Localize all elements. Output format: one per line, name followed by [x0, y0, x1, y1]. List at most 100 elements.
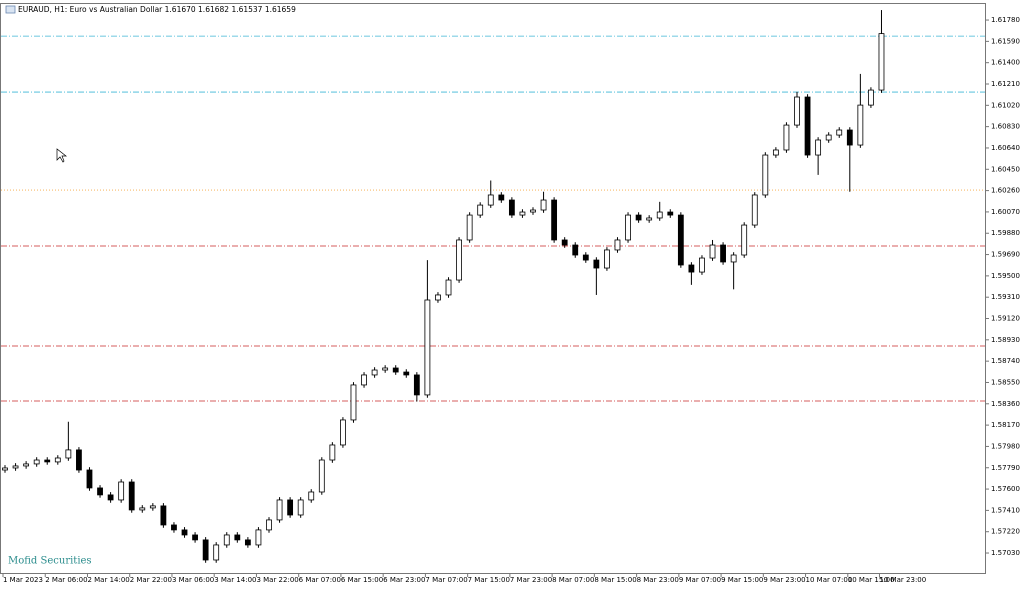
candle-body [445, 279, 452, 296]
candle-body [361, 374, 367, 386]
x-tick-label: 2 Mar 22:00 [130, 576, 172, 584]
candle-body [772, 149, 779, 156]
y-tick-label: 1.58360 [991, 400, 1020, 408]
candle-body [868, 89, 874, 106]
candle-body [435, 294, 441, 301]
candle-body [593, 259, 600, 269]
y-tick-label: 1.59690 [991, 251, 1020, 259]
x-tick-label: 9 Mar 07:00 [679, 576, 721, 584]
x-tick-label: 7 Mar 07:00 [425, 576, 467, 584]
candle-body [266, 519, 272, 531]
candle-body [498, 194, 505, 201]
candle-body [308, 491, 315, 501]
candle-body [223, 534, 230, 546]
candle-body [762, 154, 769, 196]
candle-body [128, 481, 135, 511]
x-tick-label: 7 Mar 23:00 [510, 576, 552, 584]
y-tick-label: 1.58170 [991, 421, 1020, 429]
candle-body [97, 487, 103, 496]
y-tick-label: 1.57030 [991, 549, 1020, 557]
y-tick-label: 1.58930 [991, 336, 1020, 344]
y-tick-label: 1.60830 [991, 123, 1020, 131]
candle-body [741, 224, 748, 256]
candle-body [646, 217, 653, 221]
candle-body [572, 244, 579, 256]
candle-body [403, 371, 410, 376]
candle-body [635, 214, 642, 221]
candle-body [551, 199, 558, 241]
y-tick-label: 1.61210 [991, 80, 1020, 88]
y-tick-label: 1.59500 [991, 272, 1020, 280]
candle-body [730, 254, 737, 263]
candle-body [487, 194, 494, 206]
candle-body [65, 449, 72, 459]
x-tick-label: 2 Mar 14:00 [87, 576, 129, 584]
candle-body [656, 211, 663, 219]
y-tick-label: 1.57980 [991, 442, 1020, 450]
watermark: Mofid Securities [8, 556, 92, 567]
candle-body [329, 444, 336, 461]
x-tick-label: 9 Mar 15:00 [721, 576, 763, 584]
x-tick-label: 1 Mar 2023 [3, 576, 43, 584]
candle-body [318, 459, 325, 493]
x-tick-label: 3 Mar 06:00 [172, 576, 214, 584]
candle-body [118, 481, 125, 501]
y-tick-label: 1.60260 [991, 187, 1020, 195]
candle-body [815, 139, 822, 156]
candle-body [508, 199, 515, 216]
candle-body [350, 384, 357, 421]
candle-body [540, 199, 547, 211]
x-tick-label: 3 Mar 14:00 [214, 576, 256, 584]
y-tick-label: 1.61020 [991, 101, 1020, 109]
candle-body [804, 96, 811, 156]
x-tick-label: 10 Mar 23:00 [879, 576, 926, 584]
x-tick-label: 8 Mar 23:00 [637, 576, 679, 584]
candle-body [44, 459, 51, 463]
candle-body [54, 457, 61, 463]
mouse-cursor [56, 148, 68, 163]
y-tick-label: 1.57410 [991, 506, 1020, 514]
candle-body [297, 499, 304, 516]
candle-body [751, 194, 758, 226]
candle-body [276, 499, 283, 521]
y-tick-label: 1.60070 [991, 208, 1020, 216]
x-tick-label: 8 Mar 07:00 [552, 576, 594, 584]
candle-body [160, 505, 167, 526]
candle-body [392, 367, 399, 373]
candle-body [12, 465, 19, 469]
candle-body [76, 449, 82, 471]
candle-body [677, 214, 684, 266]
x-tick-label: 6 Mar 15:00 [341, 576, 383, 584]
candle-body [878, 33, 885, 91]
candle-body [561, 239, 568, 246]
x-tick-label: 6 Mar 23:00 [383, 576, 425, 584]
candle-body [720, 244, 726, 263]
candle-body [857, 104, 864, 146]
candle-body [287, 499, 294, 516]
x-tick-label: 2 Mar 06:00 [45, 576, 87, 584]
candle-body [477, 204, 484, 216]
candle-body [709, 244, 716, 259]
y-tick-label: 1.58550 [991, 378, 1020, 386]
x-tick-label: 6 Mar 07:00 [299, 576, 341, 584]
candle-body [86, 469, 93, 489]
x-tick-label: 9 Mar 23:00 [763, 576, 805, 584]
candle-body [836, 129, 843, 136]
candle-body [614, 239, 621, 251]
y-tick-label: 1.57600 [991, 485, 1020, 493]
candle-body [582, 254, 589, 261]
candle-body [825, 134, 832, 141]
candle-body [530, 209, 536, 213]
candle-body [604, 249, 610, 269]
candle-body [625, 214, 631, 241]
y-tick-label: 1.61780 [991, 16, 1020, 24]
candle-body [244, 539, 251, 546]
plot-frame [0, 3, 986, 574]
candle-body [699, 257, 705, 273]
y-tick-label: 1.61590 [991, 37, 1020, 45]
y-tick-label: 1.60640 [991, 144, 1020, 152]
candle-body [783, 124, 790, 151]
y-tick-label: 1.61400 [991, 59, 1020, 67]
